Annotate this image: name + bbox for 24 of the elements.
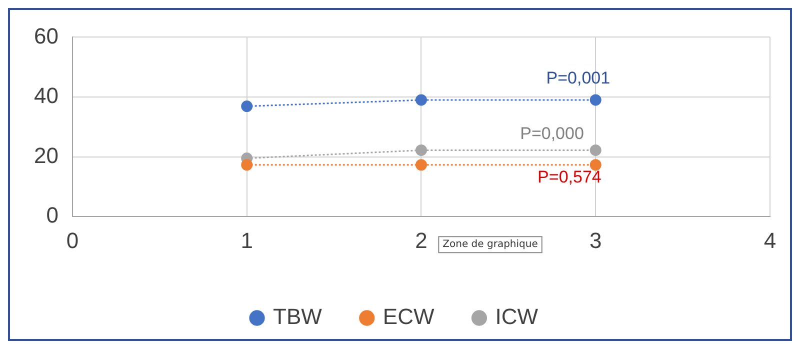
point: [590, 144, 602, 156]
x-tick-label: 0: [66, 228, 79, 253]
point: [590, 94, 602, 106]
legend-label: ICW: [495, 304, 538, 330]
point: [415, 144, 427, 156]
annotation: P=0,574: [538, 167, 602, 186]
annotation: P=0,000: [520, 124, 584, 144]
point: [590, 159, 602, 171]
x-tick-label: 3: [589, 228, 602, 253]
y-tick-label: 60: [34, 23, 58, 48]
x-tick-label: 4: [764, 228, 776, 253]
x-tick-label: 1: [240, 228, 253, 253]
y-tick-label: 20: [34, 142, 58, 168]
legend-label: ECW: [382, 304, 434, 330]
y-tick-label: 0: [46, 202, 58, 228]
point: [241, 100, 253, 112]
point: [415, 94, 427, 106]
annotation: P=0,001: [546, 68, 610, 88]
y-tick-label: 40: [34, 83, 58, 108]
legend-label: TBW: [273, 304, 322, 330]
point: [415, 159, 427, 171]
point: [241, 159, 253, 171]
x-tick-label: 2: [415, 228, 428, 253]
text: Zone de graphique: [442, 239, 538, 250]
